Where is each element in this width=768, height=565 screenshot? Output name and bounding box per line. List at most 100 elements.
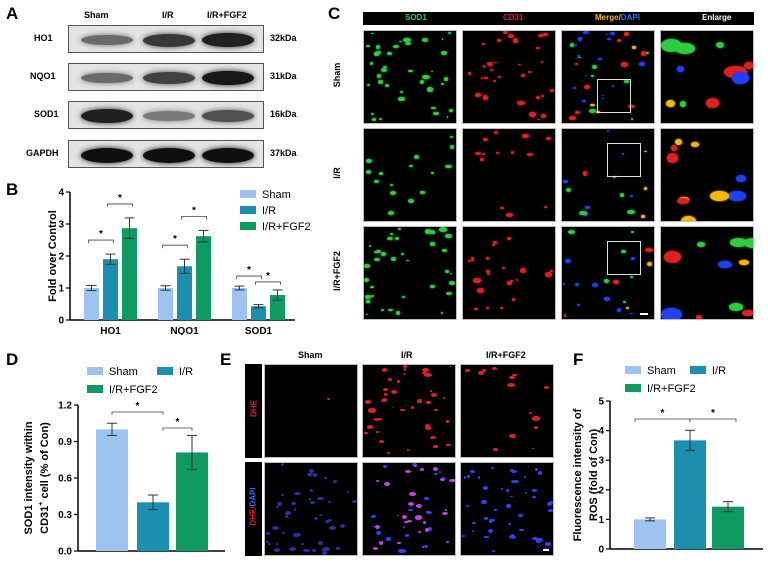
dhe-signal	[351, 499, 357, 503]
fluorescent-signal	[574, 282, 579, 286]
dhe-signal	[397, 541, 401, 544]
fluorescent-signal	[606, 37, 611, 41]
dhe-signal	[375, 479, 379, 483]
fluorescent-signal	[621, 249, 626, 253]
dhe-signal	[289, 546, 297, 551]
dhe-signal	[333, 480, 338, 484]
fluorescent-signal	[371, 112, 375, 116]
dhe-signal	[471, 530, 474, 532]
dhe-signal	[492, 518, 495, 521]
dapi-label: DAPI	[620, 13, 640, 22]
significance-star: *	[99, 229, 103, 240]
fluorescent-signal	[431, 106, 436, 109]
dhe-signal	[409, 492, 416, 496]
blot-strip	[68, 140, 264, 168]
legend-label: I/R	[262, 205, 276, 217]
fluorescent-signal	[706, 98, 720, 108]
blot-group-label-sham: Sham	[84, 10, 109, 20]
dhe-signal	[414, 464, 417, 468]
dhe-signal	[266, 540, 270, 543]
dhe-signal	[366, 425, 374, 429]
chart-f-ros-intensity: Sham I/R I/R+FGF2 0 1 2 3 4 5 Fluorescence intens…	[572, 365, 763, 556]
legend-swatch	[240, 190, 256, 198]
fluorescent-signal	[543, 32, 548, 36]
dhe-signal	[293, 491, 301, 496]
fluorescent-signal	[630, 312, 633, 315]
fluorescent-signal	[422, 74, 431, 80]
dhe-signal	[391, 389, 398, 394]
if-image-tile	[462, 226, 556, 320]
dhe-signal	[508, 535, 517, 540]
roi-box	[607, 143, 641, 177]
dhe-signal	[383, 464, 388, 468]
panel-label-d: D	[6, 350, 19, 369]
dhe-signal	[481, 499, 487, 504]
fluorescent-signal	[381, 251, 386, 256]
if-image-tile	[363, 128, 457, 222]
panel-label-f: F	[573, 350, 584, 369]
dhe-signal	[506, 503, 511, 508]
fluorescent-signal	[445, 164, 453, 169]
y-tick-label: 3	[598, 456, 604, 467]
dhe-signal	[494, 508, 497, 512]
fluorescent-signal	[500, 206, 504, 209]
dhe-signal	[397, 514, 400, 517]
fluorescent-signal	[566, 187, 572, 192]
dhe-signal	[404, 520, 410, 524]
dhe-signal	[328, 500, 332, 503]
fluorescent-signal	[501, 266, 506, 270]
dhe-signal	[462, 534, 466, 537]
dhe-signal	[391, 406, 394, 409]
fluorescent-signal	[679, 101, 687, 108]
fluorescent-signal	[631, 118, 634, 120]
fluorescent-signal	[604, 278, 609, 283]
dhe-signal	[329, 526, 336, 530]
dhe-signal	[426, 401, 431, 405]
fluorescent-signal	[389, 190, 396, 195]
legend-swatch	[240, 206, 256, 214]
dhe-signal	[275, 543, 278, 546]
dhe-signal	[425, 425, 432, 430]
fluorescent-signal	[513, 38, 518, 43]
fluorescent-signal	[366, 83, 371, 87]
fluorescent-signal	[506, 212, 514, 217]
fluorescent-signal	[644, 150, 648, 153]
fluorescent-signal	[442, 248, 447, 252]
fluorescent-signal	[549, 270, 553, 273]
fluorescent-signal	[670, 145, 677, 151]
dhe-signal	[438, 470, 442, 473]
if-image-tile	[561, 128, 655, 222]
fluorescent-signal	[498, 75, 502, 79]
fluorescent-signal	[366, 170, 372, 175]
blot-size-label: 16kDa	[270, 109, 297, 119]
fluorescent-signal	[483, 95, 488, 98]
if-image-tile	[561, 226, 655, 320]
dhe-signal	[423, 544, 429, 549]
fluorescent-signal	[585, 206, 591, 210]
fluorescent-signal	[577, 37, 582, 41]
dhe-signal	[420, 468, 424, 472]
fluorescent-signal	[500, 306, 504, 309]
if-image-tile	[363, 226, 457, 320]
fluorescent-signal	[625, 307, 630, 309]
dhe-signal	[433, 408, 438, 412]
fluorescent-signal	[407, 69, 413, 73]
dhe-signal	[422, 520, 427, 525]
dhe-signal	[421, 545, 424, 548]
fluorescent-signal	[598, 58, 602, 61]
fluorescent-signal	[645, 247, 653, 252]
fluorescent-signal	[519, 268, 526, 273]
chart-b-fold-over-control: 0 1 2 3 4 Fold over Control HO1 * * NQO1 * * SOD1 * * S…	[47, 188, 311, 336]
fluorescent-signal	[377, 80, 384, 84]
fluorescent-signal	[595, 110, 601, 114]
blot-band	[143, 147, 195, 163]
fluorescent-signal	[449, 144, 455, 149]
dhe-signal	[444, 509, 448, 512]
fluorescent-signal	[601, 94, 604, 97]
dhe-signal	[465, 505, 470, 508]
fluorescent-signal	[474, 93, 481, 97]
fluorescent-signal	[508, 34, 515, 39]
dhe-signal	[375, 530, 381, 536]
scale-bar	[640, 313, 648, 315]
